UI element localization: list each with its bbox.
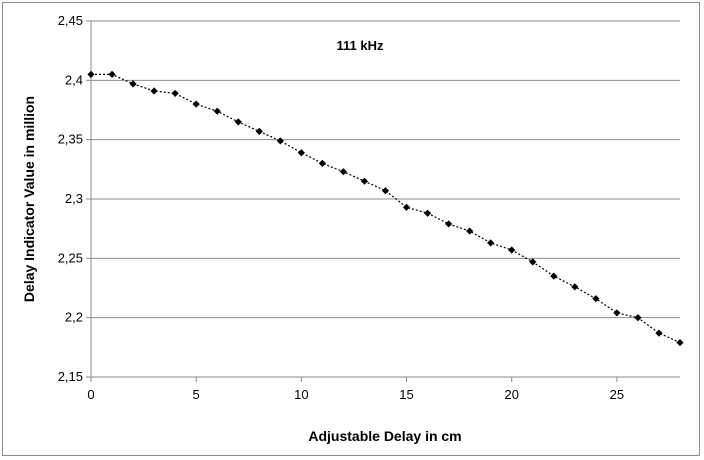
data-point: [234, 118, 242, 126]
x-tick-label: 0: [87, 387, 94, 402]
data-point: [87, 70, 95, 78]
x-axis-title: Adjustable Delay in cm: [308, 428, 461, 444]
data-point: [529, 258, 537, 266]
y-tick-label: 2,35: [58, 132, 83, 147]
data-point: [508, 246, 516, 254]
data-point: [339, 168, 348, 176]
y-tick-label: 2,15: [58, 369, 83, 384]
x-tick-label: 20: [504, 387, 518, 402]
data-point: [108, 70, 116, 78]
data-point: [192, 100, 200, 108]
axis-layer: 2,15 2,2 2,25 2,3 2,35 2,4 2,45 0 5 10 15 20 25: [58, 13, 680, 402]
x-tick-label: 15: [399, 387, 413, 402]
data-point: [255, 127, 263, 135]
x-tick-label: 5: [193, 387, 200, 402]
y-axis-title: Delay Indicator Value in million: [21, 96, 37, 302]
y-tick-label: 2,2: [65, 310, 83, 325]
data-point: [129, 80, 137, 88]
data-point: [466, 227, 474, 235]
data-point: [571, 283, 579, 291]
data-point: [402, 203, 411, 211]
data-point: [150, 87, 158, 95]
y-tick-label: 2,4: [65, 72, 83, 87]
data-point: [423, 209, 432, 217]
data-point: [550, 272, 558, 280]
grid-layer: [91, 20, 680, 319]
chart-annotation: 111 kHz: [337, 38, 384, 53]
data-point: [592, 295, 600, 303]
data-point: [276, 137, 284, 145]
y-tick-label: 2,3: [65, 191, 83, 206]
data-point: [360, 177, 369, 185]
data-point: [676, 338, 684, 347]
data-point: [213, 107, 221, 115]
data-point: [297, 149, 305, 157]
data-point: [381, 187, 390, 195]
x-tick-label: 25: [610, 387, 624, 402]
data-point: [445, 220, 453, 228]
data-point: [634, 314, 642, 322]
y-tick-label: 2,25: [58, 250, 83, 265]
data-point: [318, 159, 326, 167]
y-tick-label: 2,45: [58, 13, 83, 28]
series-line: [91, 73, 681, 344]
data-point: [655, 329, 663, 337]
series-layer: [87, 70, 684, 347]
data-point: [487, 239, 495, 247]
data-point: [171, 89, 179, 97]
data-point: [613, 309, 621, 317]
x-tick-label: 10: [294, 387, 308, 402]
